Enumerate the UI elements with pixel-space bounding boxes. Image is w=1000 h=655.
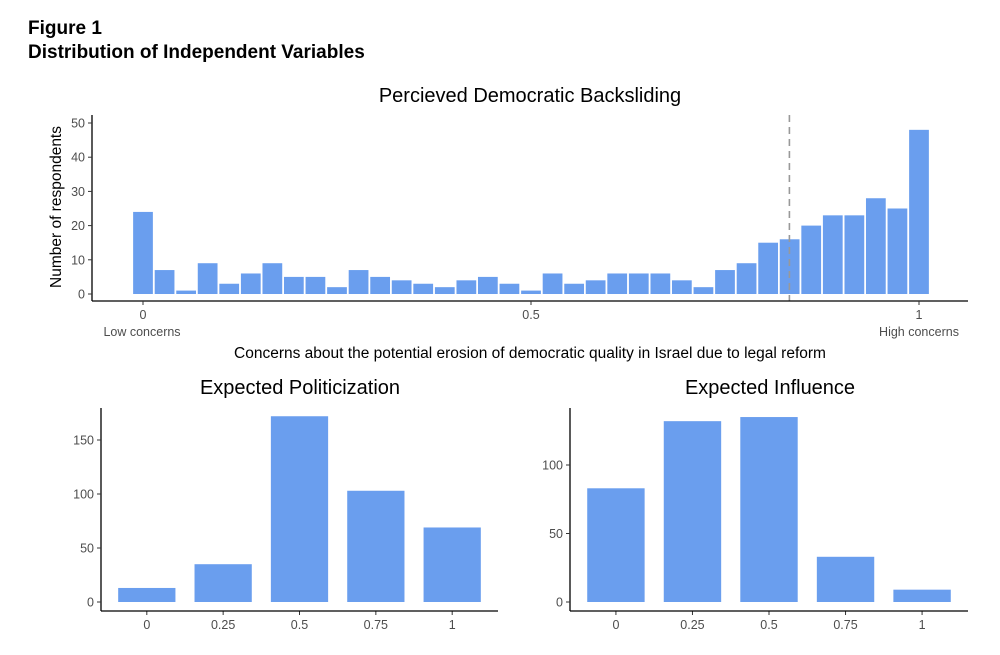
figure-title: Distribution of Independent Variables [28,42,365,63]
histogram-bar [779,239,800,294]
y-tick-label: 0 [78,288,85,302]
y-tick-label: 150 [73,434,94,448]
bar [270,416,329,602]
y-tick-label: 0 [87,596,94,610]
y-axis-label-backsliding: Number of respondents [48,126,65,288]
histogram-bar [219,283,240,294]
y-tick-label: 30 [71,185,85,199]
y-tick-label: 100 [73,488,94,502]
histogram-bar [262,263,283,294]
x-tick-label: 0.75 [833,618,857,632]
histogram-bar [305,276,326,294]
histogram-bar [154,270,175,294]
plot-area-politicization: 0 0.25 0.5 0.75 1 0 50 100 150 [73,408,498,632]
x-tick-label: 0.5 [522,308,539,322]
x-tick-label: 0 [612,618,619,632]
histogram-bar [758,242,779,294]
histogram-bar [736,263,757,294]
figure-number: Figure 1 [28,18,102,39]
x-tick-label: 0.5 [760,618,777,632]
bar [587,488,645,602]
y-tick-label: 50 [80,542,94,556]
x-tick-label: 0 [140,308,147,322]
bar [194,564,252,602]
histogram-bar [197,263,218,294]
histogram-bar [822,215,843,294]
histogram-bar [542,273,563,294]
histogram-bar [521,290,541,294]
bar [893,589,951,602]
bar [740,417,798,602]
plot-area-backsliding: 0 10 20 30 40 50 0 0.5 1 [71,115,968,322]
histogram-bar [176,290,197,294]
histogram-bar [715,270,735,294]
chart-title-influence: Expected Influence [685,377,855,399]
histogram-bar [909,129,929,294]
histogram-bar [844,215,865,294]
bar [118,587,176,602]
bar [423,527,481,602]
histogram-bar [607,273,628,294]
y-tick-label: 40 [71,151,85,165]
x-end-label-high: High concerns [879,325,959,339]
histogram-bar [865,198,886,294]
histogram-bar [370,276,391,294]
histogram-bar [413,283,434,294]
y-tick-label: 50 [549,527,563,541]
histogram-bar [801,225,822,294]
histogram-bar [348,270,369,294]
chart-politicization: Expected Politicization 0 0.25 0.5 0.75 1 0 50… [73,377,498,632]
y-tick-label: 100 [542,459,563,473]
bar [663,421,722,602]
y-tick-label: 50 [71,117,85,131]
histogram-bar [693,287,714,294]
x-tick-label: 0.5 [291,618,308,632]
histogram-bar [650,273,671,294]
x-tick-label: 0 [143,618,150,632]
plot-area-influence: 0 0.25 0.5 0.75 1 0 50 100 [542,408,968,632]
y-tick-label: 10 [71,253,85,267]
histogram-bar [887,208,908,294]
histogram-bar [434,287,455,294]
x-axis-label-backsliding: Concerns about the potential erosion of … [234,345,826,362]
x-end-label-low: Low concerns [103,325,180,339]
histogram-bar [456,280,477,294]
histogram-bar [564,283,585,294]
x-tick-label: 0.25 [680,618,704,632]
histogram-bar [133,211,153,294]
histogram-bar [585,280,606,294]
chart-backsliding: Percieved Democratic Backsliding Number … [48,85,968,362]
histogram-bar [240,273,261,294]
histogram-bar [283,276,304,294]
x-tick-label: 0.25 [211,618,235,632]
histogram-bar [327,287,347,294]
histogram-bar [477,276,498,294]
x-tick-label: 1 [449,618,456,632]
y-tick-label: 0 [556,596,563,610]
x-tick-label: 1 [916,308,923,322]
bar [347,490,405,602]
x-tick-label: 1 [919,618,926,632]
chart-title-politicization: Expected Politicization [200,377,400,399]
histogram-bar [391,280,412,294]
histogram-bar [499,283,520,294]
histogram-bar [628,273,649,294]
chart-title-backsliding: Percieved Democratic Backsliding [379,85,681,107]
x-tick-label: 0.75 [364,618,388,632]
bar [816,556,875,602]
histogram-bar [671,280,692,294]
y-tick-label: 20 [71,219,85,233]
chart-influence: Expected Influence 0 0.25 0.5 0.75 1 0 50 100 [542,377,968,632]
